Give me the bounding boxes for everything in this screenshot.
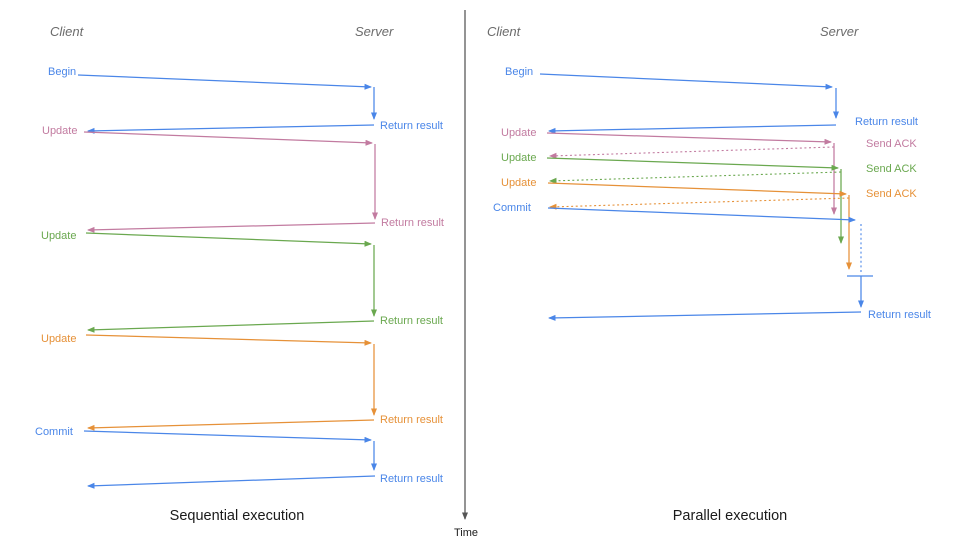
sequential-panel: Client Server Begin Return result Update… — [35, 24, 444, 524]
sequential-client-header: Client — [50, 24, 85, 39]
seq-update1-label: Update — [42, 125, 77, 137]
time-axis: Time — [454, 10, 478, 539]
parallel-caption: Parallel execution — [673, 508, 787, 524]
seq-begin-label: Begin — [48, 66, 76, 78]
seq-begin-request-arrow — [77, 74, 372, 90]
seq-update2-request-arrow — [85, 232, 372, 247]
par-commit-label: Commit — [493, 202, 531, 214]
seq-update2-label: Update — [41, 230, 76, 242]
time-axis-label: Time — [454, 527, 478, 539]
seq-commit-response-arrow — [87, 475, 376, 489]
par-message-update-3: Update Send ACK — [501, 177, 917, 270]
seq-message-update-2: Update Return result — [41, 230, 443, 333]
parallel-client-header: Client — [487, 24, 522, 39]
par-update3-ack-arrow — [549, 197, 850, 210]
par-update1-label: Update — [501, 127, 536, 139]
par-update2-ack-label: Send ACK — [866, 163, 917, 175]
seq-update1-response-arrow — [87, 222, 376, 233]
par-update3-label: Update — [501, 177, 536, 189]
seq-update3-return-label: Return result — [380, 414, 443, 426]
par-update2-label: Update — [501, 152, 536, 164]
seq-begin-response-arrow — [87, 124, 375, 134]
seq-message-update-1: Update Return result — [42, 125, 444, 233]
par-message-update-2: Update Send ACK — [501, 152, 917, 244]
seq-update3-response-arrow — [87, 419, 375, 431]
seq-message-commit: Commit Return result — [35, 426, 443, 489]
sequential-server-header: Server — [355, 24, 394, 39]
par-update1-ack-arrow — [549, 146, 835, 159]
seq-update3-request-arrow — [85, 334, 372, 346]
par-commit-request-arrow — [547, 207, 856, 223]
seq-commit-request-arrow — [83, 430, 372, 443]
par-update3-request-arrow — [547, 182, 847, 197]
seq-begin-return-label: Return result — [380, 120, 443, 132]
par-begin-response-arrow — [548, 124, 837, 134]
par-begin-label: Begin — [505, 66, 533, 78]
par-message-commit: Commit Return result — [493, 202, 931, 321]
par-begin-request-arrow — [539, 73, 833, 90]
parallel-panel: Client Server Begin Return result Update… — [487, 24, 931, 524]
seq-commit-label: Commit — [35, 426, 73, 438]
par-update3-ack-label: Send ACK — [866, 188, 917, 200]
par-update2-request-arrow — [546, 157, 839, 171]
par-message-begin: Begin Return result — [505, 66, 918, 134]
par-commit-return-label: Return result — [868, 309, 931, 321]
seq-commit-return-label: Return result — [380, 473, 443, 485]
seq-update1-return-label: Return result — [381, 217, 444, 229]
seq-update2-return-label: Return result — [380, 315, 443, 327]
seq-message-update-3: Update Return result — [41, 333, 443, 431]
par-message-update-1: Update Send ACK — [501, 127, 917, 215]
seq-update1-request-arrow — [83, 131, 373, 146]
seq-message-begin: Begin Return result — [48, 66, 443, 134]
par-update1-ack-label: Send ACK — [866, 138, 917, 150]
par-update2-ack-arrow — [549, 171, 842, 184]
sequential-caption: Sequential execution — [170, 508, 305, 524]
seq-update3-label: Update — [41, 333, 76, 345]
par-update1-request-arrow — [546, 132, 832, 145]
par-begin-return-label: Return result — [855, 116, 918, 128]
parallel-server-header: Server — [820, 24, 859, 39]
seq-update2-response-arrow — [87, 320, 375, 333]
par-commit-response-arrow — [548, 311, 862, 321]
